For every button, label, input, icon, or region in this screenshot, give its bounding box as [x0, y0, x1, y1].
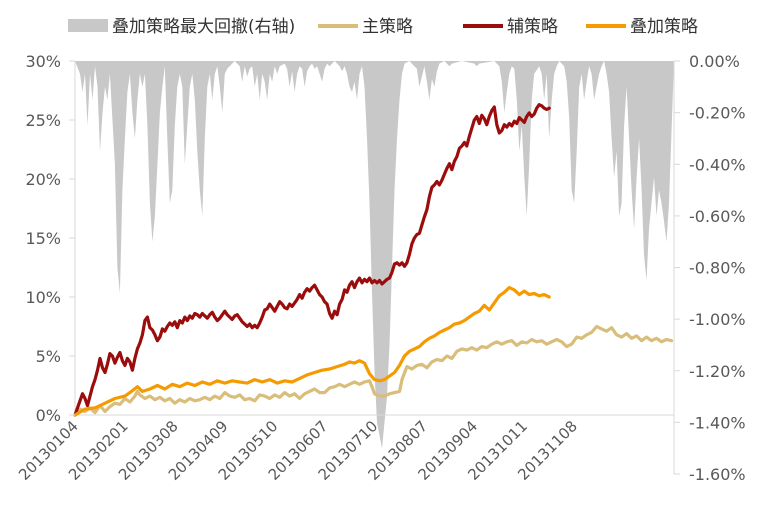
series-drawdown-area — [75, 61, 674, 449]
legend-item-drawdown-label: 叠加策略最大回撤(右轴) — [112, 17, 295, 37]
y-right-tick-label: -1.40% — [689, 413, 746, 432]
y-left-tick-label: 15% — [25, 229, 61, 248]
series-line-aux — [73, 103, 551, 417]
legend: 叠加策略最大回撤(右轴) 主策略 辅策略 叠加策略 — [68, 17, 698, 37]
y-left-tick-label: 5% — [36, 347, 61, 366]
y-right-tick-label: -0.60% — [689, 207, 746, 226]
y-right-tick-label: -0.40% — [689, 155, 746, 174]
y-right-tick-label: -1.60% — [689, 465, 746, 484]
drawdown-area-group — [75, 61, 674, 449]
y-left-tick-label: 30% — [25, 52, 61, 71]
y-left-tick-label: 20% — [25, 170, 61, 189]
legend-item-aux-label: 辅策略 — [507, 17, 558, 37]
y-right-tick-label: -1.00% — [689, 310, 746, 329]
y-right-tick-label: -1.20% — [689, 362, 746, 381]
y-right-tick-label: -0.80% — [689, 259, 746, 278]
legend-item-main-label: 主策略 — [362, 17, 413, 37]
lines-group — [73, 103, 674, 417]
y-left-tick-label: 0% — [36, 406, 61, 425]
series-line-combined — [73, 286, 551, 417]
y-left-tick-label: 10% — [25, 288, 61, 307]
legend-item-drawdown-swatch — [68, 19, 108, 32]
legend-item-combined-label: 叠加策略 — [630, 17, 698, 37]
y-right-tick-label: 0.00% — [689, 52, 740, 71]
series-line-main — [73, 324, 674, 417]
y-left-tick-label: 25% — [25, 111, 61, 130]
y-right-tick-label: -0.20% — [689, 104, 746, 123]
